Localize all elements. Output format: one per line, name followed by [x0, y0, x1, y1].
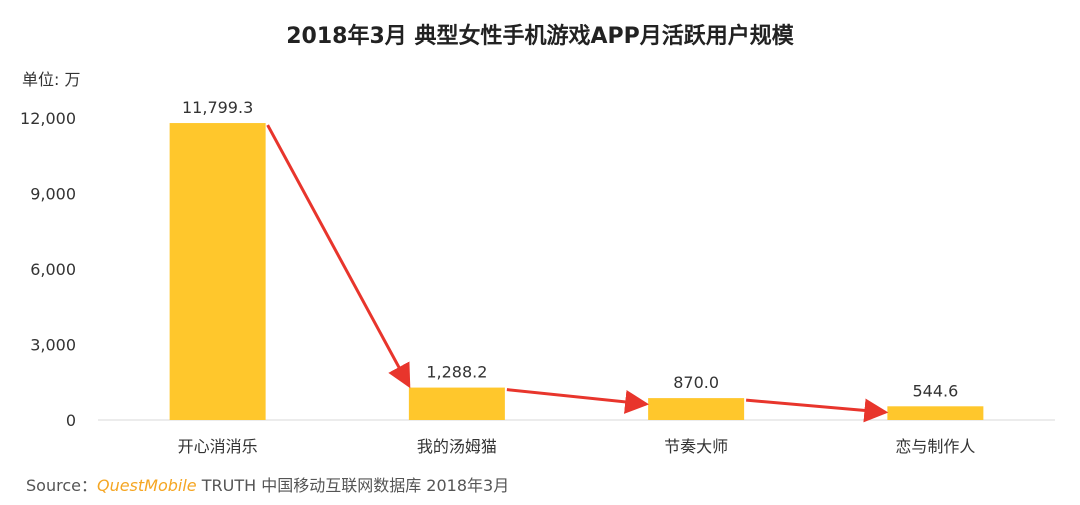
x-tick-label: 我的汤姆猫 [417, 437, 497, 456]
bars [169, 123, 984, 420]
data-label: 870.0 [673, 373, 719, 392]
source-prefix: Source： [26, 476, 97, 495]
source-note: Source：QuestMobile TRUTH 中国移动互联网数据库 2018… [26, 472, 509, 496]
trend-arrow [506, 388, 650, 414]
y-tick-label: 3,000 [30, 336, 76, 355]
bar [887, 406, 984, 420]
data-label: 11,799.3 [182, 98, 253, 117]
trend-arrow [745, 398, 889, 423]
bar [408, 387, 505, 420]
x-tick-label: 节奏大师 [664, 437, 728, 456]
y-tick-label: 6,000 [30, 260, 76, 279]
y-axis: 0 3,000 6,000 9,000 12,000 [20, 109, 76, 430]
chart-title: 2018年3月 典型女性手机游戏APP月活跃用户规模 [286, 24, 794, 49]
source-rest: TRUTH 中国移动互联网数据库 2018年3月 [196, 476, 510, 495]
y-tick-label: 9,000 [30, 185, 76, 204]
data-label: 544.6 [912, 381, 958, 400]
trend-arrow [266, 124, 411, 389]
source-brand: QuestMobile [96, 476, 197, 495]
y-tick-label: 0 [66, 411, 76, 430]
trend-arrows [266, 124, 889, 423]
bar [648, 398, 745, 420]
bar [169, 123, 266, 420]
data-label: 1,288.2 [426, 363, 487, 382]
value-labels: 11,799.3 1,288.2 870.0 544.6 [182, 98, 958, 400]
unit-label: 单位: 万 [22, 70, 80, 89]
y-tick-label: 12,000 [20, 109, 76, 128]
x-tick-label: 恋与制作人 [895, 437, 975, 456]
x-axis: 开心消消乐 我的汤姆猫 节奏大师 恋与制作人 [178, 437, 976, 456]
x-tick-label: 开心消消乐 [178, 437, 258, 456]
